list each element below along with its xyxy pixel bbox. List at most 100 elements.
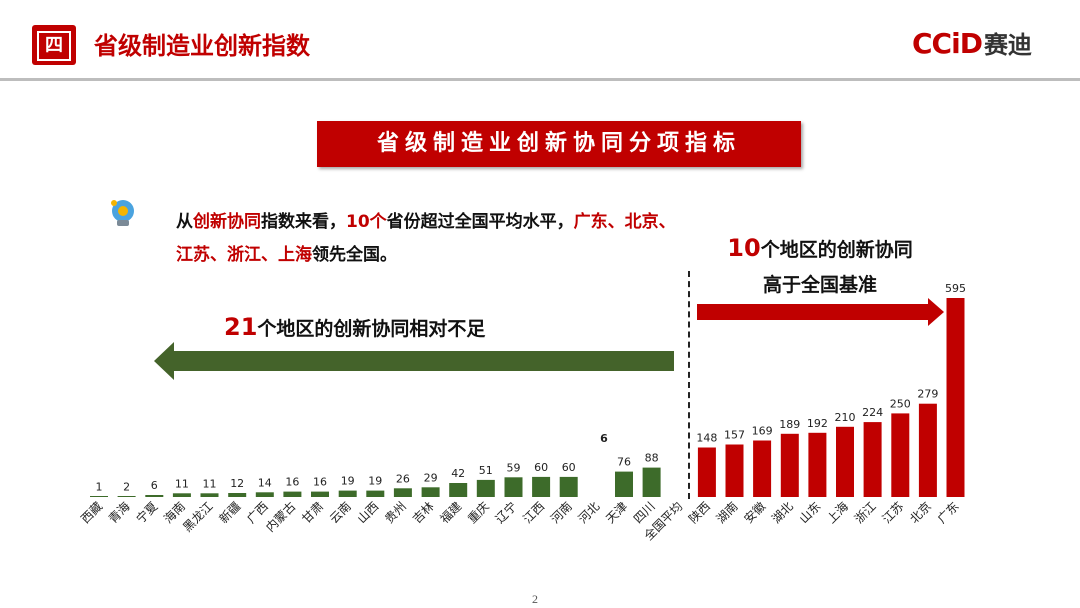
- left-arrow: [154, 342, 674, 380]
- category-label: 山东: [797, 499, 824, 526]
- bar-四川: [642, 467, 661, 497]
- value-label: 26: [396, 472, 410, 485]
- bars-group: [90, 298, 965, 497]
- value-label: 16: [313, 476, 327, 489]
- bar-山东: [808, 432, 827, 497]
- bar-重庆: [476, 479, 495, 497]
- value-label: 169: [752, 425, 773, 438]
- bar-青海: [117, 496, 136, 497]
- summary-text: 从创新协同指数来看，10个省份超过全国平均水平，广东、北京、江苏、浙江、上海领先…: [176, 206, 676, 272]
- bar-辽宁: [504, 477, 523, 497]
- value-label: 192: [807, 417, 828, 430]
- value-label: 19: [341, 475, 355, 488]
- value-label: 189: [779, 418, 800, 431]
- value-label: 88: [645, 452, 659, 465]
- bar-河南: [559, 476, 578, 497]
- category-label: 上海: [824, 499, 852, 527]
- bar-安徽: [753, 440, 772, 497]
- logo-latin: CCiD: [912, 27, 983, 60]
- summary-part: 领先全国。: [312, 245, 397, 265]
- value-label: 14: [258, 476, 272, 489]
- category-label: 北京: [907, 499, 934, 526]
- bar-上海: [836, 426, 854, 497]
- value-label: 11: [203, 477, 217, 490]
- bar-黑龙江: [200, 493, 219, 497]
- bar-山西: [366, 490, 385, 497]
- section-badge: 四: [32, 25, 76, 65]
- bar-广西: [255, 492, 274, 497]
- value-label: 148: [696, 432, 717, 445]
- summary-part: 从: [176, 212, 193, 232]
- bar-天津: [615, 471, 633, 497]
- bar-西藏: [90, 496, 108, 497]
- summary-part: 指数来看，: [261, 212, 346, 232]
- summary-part: 省份超过全国平均水平，: [386, 212, 574, 232]
- category-label: 青海: [105, 499, 133, 527]
- above-benchmark-count: 10: [727, 234, 761, 262]
- value-label: 1: [96, 481, 103, 494]
- value-label: 60: [534, 461, 548, 474]
- below-benchmark-note: 21个地区的创新协同相对不足: [224, 313, 485, 341]
- above-benchmark-line2: 高于全国基准: [762, 274, 877, 296]
- category-label: 湖南: [713, 499, 741, 527]
- category-label: 湖北: [768, 499, 796, 527]
- category-label: 福建: [437, 499, 465, 527]
- category-label: 安徽: [741, 499, 769, 527]
- value-label: 224: [862, 406, 883, 419]
- category-label: 黑龙江: [180, 499, 215, 534]
- below-benchmark-count: 21: [224, 313, 258, 341]
- value-label: 210: [835, 411, 856, 424]
- category-label: 广东: [935, 499, 962, 526]
- bar-陕西: [697, 447, 716, 497]
- bar-贵州: [393, 488, 412, 497]
- below-benchmark-text: 个地区的创新协同相对不足: [257, 318, 486, 340]
- category-label: 新疆: [216, 499, 244, 527]
- above-benchmark-text: 个地区的创新协同: [760, 239, 913, 261]
- value-label: 59: [507, 461, 521, 474]
- bar-内蒙古: [283, 491, 302, 497]
- category-label: 河北: [576, 499, 603, 526]
- above-benchmark-line1: 10个地区的创新协同: [700, 231, 940, 268]
- value-label: 60: [562, 461, 576, 474]
- benchmark-divider: [688, 271, 690, 499]
- value-label: 42: [451, 467, 465, 480]
- header: 四 省级制造业创新指数 CCiD赛迪: [0, 0, 1080, 81]
- category-label: 陕西: [685, 499, 713, 527]
- bar-甘肃: [311, 491, 329, 497]
- summary-highlight: 创新协同: [193, 212, 261, 232]
- page-number: 2: [532, 592, 538, 606]
- bar-海南: [172, 493, 191, 497]
- category-label: 天津: [603, 499, 630, 526]
- category-label: 辽宁: [492, 499, 520, 527]
- bar-广东: [946, 298, 965, 497]
- value-label: 29: [424, 471, 438, 484]
- bar-新疆: [228, 493, 247, 497]
- value-label: 595: [945, 282, 966, 295]
- category-label: 重庆: [465, 499, 492, 526]
- value-labels-group: 1 2 6 11 11 12 14 16 16 19 19 26 29 42 51 59 60 60 76 88148…: [96, 282, 967, 494]
- bar-宁夏: [145, 495, 164, 497]
- ccid-logo: CCiD赛迪: [912, 25, 1032, 60]
- value-label: 6: [151, 479, 158, 492]
- section-number: 四: [37, 31, 71, 61]
- value-label: 250: [890, 397, 911, 410]
- category-label: 江苏: [880, 499, 907, 526]
- bar-北京: [918, 403, 937, 497]
- value-label: 16: [285, 476, 299, 489]
- bar-江苏: [891, 413, 910, 497]
- bar-云南: [338, 490, 357, 497]
- value-label: 2: [123, 480, 130, 493]
- category-label: 内蒙古: [262, 499, 298, 535]
- stray-label: 6: [600, 432, 608, 445]
- category-label: 宁夏: [133, 499, 161, 527]
- category-label: 甘肃: [299, 499, 326, 526]
- bar-湖南: [725, 444, 744, 497]
- lightbulb-gear-icon: [111, 200, 134, 226]
- bar-江西: [532, 476, 551, 497]
- category-label: 吉林: [410, 499, 437, 526]
- bar-湖北: [780, 433, 799, 497]
- value-label: 279: [917, 388, 938, 401]
- category-label: 贵州: [382, 499, 409, 526]
